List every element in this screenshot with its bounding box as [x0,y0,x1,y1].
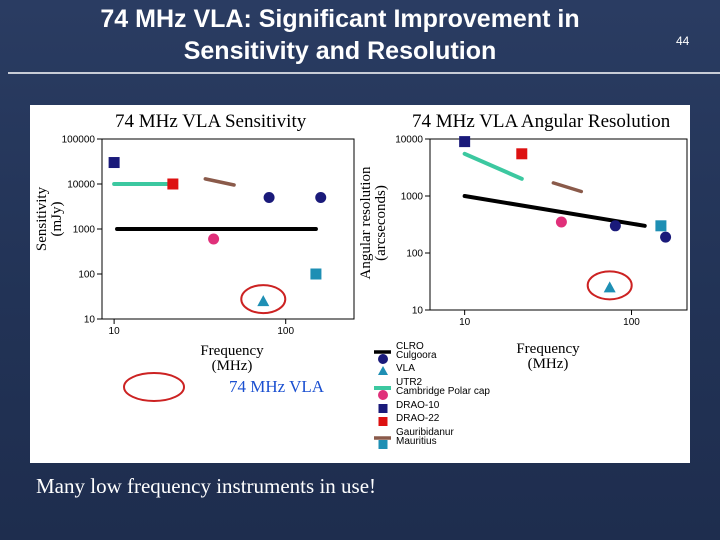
mark-culgoora-point [315,192,327,204]
legend-label: CLRO [396,341,424,352]
y-tick-label: 1000 [73,225,96,236]
chart-1: 74 MHz VLA Sensitivity 100000 10000 1000 100… [34,111,355,374]
x-tick-label: 10 [109,326,121,337]
chart-title: 74 MHz VLA Sensitivity [115,111,307,132]
legend-label: Cambridge Polar cap [396,386,490,397]
legend-swatch-cambridge-polar-cap [378,390,388,400]
mark-drao-10-point [459,136,471,148]
marker-key-label: 74 MHz VLA [229,377,325,396]
mark-vla-point [603,281,616,293]
mark-culgoora-point [609,220,621,232]
y-tick-label: 10 [84,315,96,326]
mark-utr2-line [462,151,524,181]
x-tick-label: 100 [623,317,640,328]
x-axis-label: Frequency [516,341,580,357]
y-tick-label: 100 [406,249,423,260]
figure-panel: 74 MHz VLA Sensitivity 100000 10000 1000 100… [30,105,690,463]
x-axis-label: Frequency [200,343,264,359]
mark-drao-22-point [167,178,179,190]
legend-label: UTR2 [396,377,423,388]
legend-swatch-drao-10 [378,404,388,413]
mark-mauritius-point [655,220,667,232]
y-axis-label: Sensitivity [34,186,50,251]
y-tick-label: 100000 [62,135,96,146]
vla-highlight-ring [240,284,287,315]
legend-label: DRAO-10 [396,400,440,411]
legend-swatch-drao-22 [378,417,388,426]
y-axis-label: (mJy) [49,202,65,237]
x-axis-label: (MHz) [528,356,569,372]
y-axis-label: Angular resolution [358,166,374,279]
legend-label: Culgoora [396,350,437,361]
x-tick-label: 10 [459,317,471,328]
slide-caption: Many low frequency instruments in use! [36,474,377,498]
mark-vla-point [257,295,270,307]
mark-drao-10-point [108,157,120,169]
mark-cambridge-polar-cap-point [208,233,220,245]
mark-gauribidanur-line [203,177,236,187]
mark-mauritius-point [310,268,322,280]
legend-swatch-vla [378,366,388,375]
legend-label: VLA [396,363,415,374]
mark-culgoora-point [263,192,275,204]
y-axis-label: (arcseconds) [373,185,389,261]
marker-key-ring [123,372,185,402]
legend-label: Gauribidanur [396,427,454,438]
x-tick-label: 100 [277,326,294,337]
title-divider [8,72,720,74]
legend-label: Mauritius [396,436,437,447]
y-tick-label: 10000 [67,180,95,191]
y-tick-label: 10 [412,306,424,317]
y-tick-label: 1000 [401,192,424,203]
chart-2: 74 MHz VLA Angular Resolution 10000 1000 10… [358,111,688,372]
y-tick-label: 10000 [395,135,423,146]
legend-label: DRAO-22 [396,413,440,424]
legend-swatch-culgoora [378,354,388,364]
x-axis-label: (MHz) [212,358,253,374]
mark-cambridge-polar-cap-point [555,216,567,228]
plot-frame [429,138,688,311]
slide-number: 44 [676,34,690,48]
y-tick-label: 100 [78,270,95,281]
slide-title-line-1: 74 MHz VLA: Significant Improvement in [100,5,580,33]
slide-title-line-2: Sensitivity and Resolution [183,37,497,65]
mark-culgoora-point [660,231,672,243]
mark-drao-22-point [516,148,528,160]
vla-highlight-ring [586,270,633,301]
slide-title: 74 MHz VLA: Significant Improvement in S… [40,3,640,67]
legend-swatch-mauritius [378,440,388,449]
figure-svg: 74 MHz VLA Sensitivity 100000 10000 1000 100… [34,111,688,449]
mark-gauribidanur-line [551,181,584,194]
chart-title: 74 MHz VLA Angular Resolution [412,111,671,132]
